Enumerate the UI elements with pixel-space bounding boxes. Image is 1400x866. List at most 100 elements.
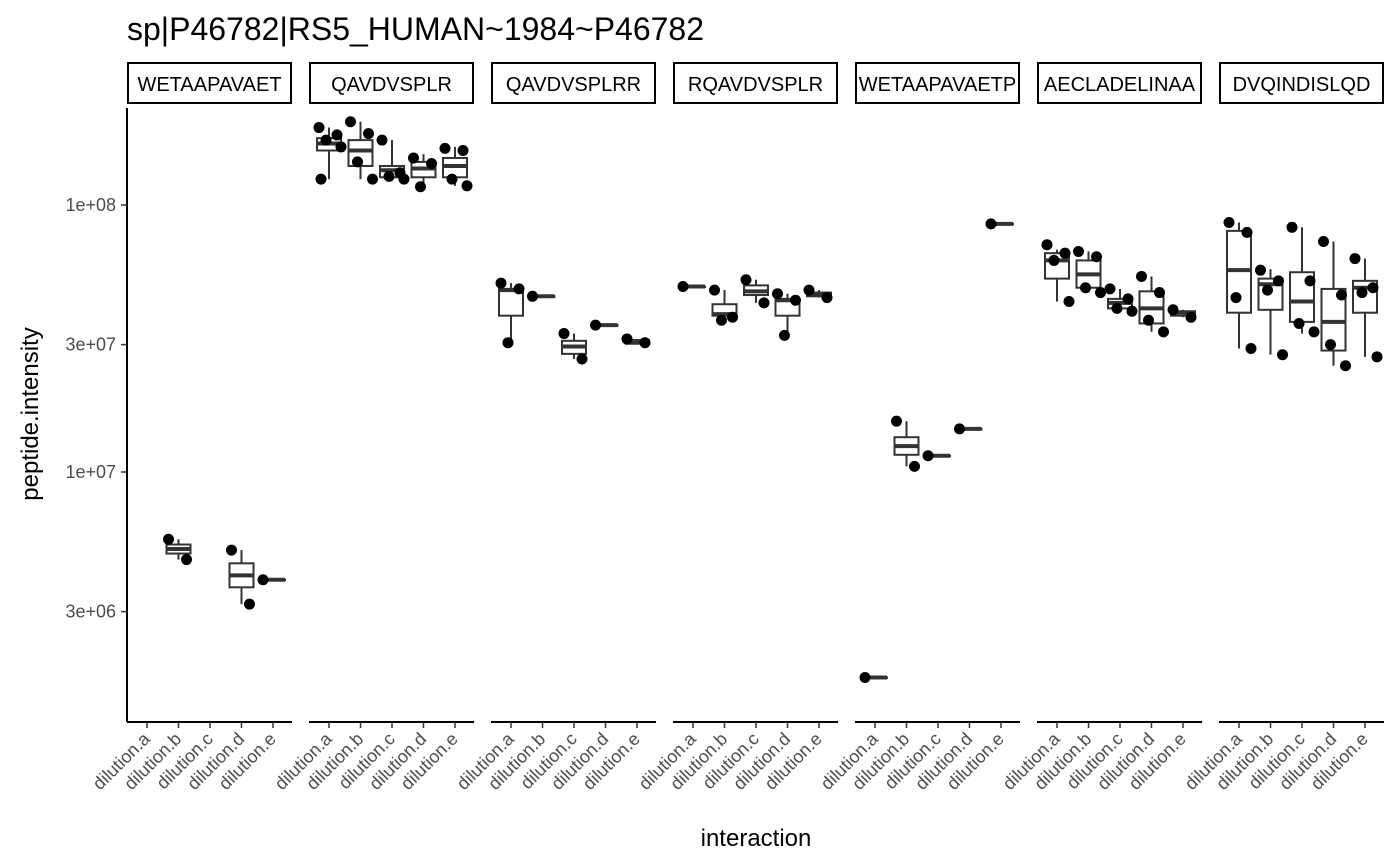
data-point xyxy=(1293,317,1305,329)
data-point xyxy=(1241,226,1253,238)
y-tick-label: 1e+08 xyxy=(65,195,116,215)
data-point xyxy=(1126,305,1138,317)
box-dilution.b xyxy=(709,284,738,326)
data-point xyxy=(1367,282,1379,294)
box-dilution.d xyxy=(226,544,255,610)
data-point xyxy=(1262,284,1273,296)
box-dilution.b xyxy=(527,290,556,302)
facet-strip-label: WETAAPAVAET xyxy=(137,74,281,96)
y-tick-label: 3e+06 xyxy=(65,602,116,622)
data-point xyxy=(313,122,325,134)
data-point xyxy=(727,311,738,323)
data-point xyxy=(446,173,458,185)
data-point xyxy=(758,297,770,309)
facet-strip-label: RQAVDVSPLR xyxy=(688,74,823,96)
data-point xyxy=(315,173,327,185)
data-point xyxy=(1273,275,1284,287)
data-point xyxy=(922,450,934,462)
data-point xyxy=(335,141,347,153)
box-dilution.b xyxy=(1255,264,1288,361)
data-point xyxy=(408,152,419,164)
data-point xyxy=(376,134,388,146)
data-point xyxy=(1091,251,1102,263)
data-point xyxy=(1318,235,1329,247)
data-point xyxy=(803,284,815,296)
facet-panel: WETAAPAVAETdilution.adilution.bdilution.… xyxy=(89,62,292,794)
data-point xyxy=(859,671,871,683)
data-point xyxy=(1340,360,1351,372)
data-point xyxy=(383,170,395,182)
data-point xyxy=(1167,304,1179,316)
box-dilution.c xyxy=(376,134,410,185)
box-dilution.a xyxy=(1041,239,1075,308)
data-point xyxy=(1111,302,1123,314)
box-dilution.a xyxy=(1223,216,1257,355)
data-point xyxy=(226,544,237,556)
box-dilution.a xyxy=(313,122,347,185)
box-dilution.e xyxy=(803,284,833,304)
box-dilution.e xyxy=(621,333,651,349)
data-point xyxy=(1223,216,1235,228)
data-point xyxy=(181,554,192,566)
data-point xyxy=(495,277,507,289)
data-point xyxy=(576,353,588,365)
data-point xyxy=(954,423,965,435)
data-point xyxy=(1349,253,1361,265)
box-dilution.b xyxy=(163,533,192,566)
facet-panel: DVQINDISLQDdilution.adilution.bdilution.… xyxy=(1181,62,1384,794)
data-point xyxy=(621,333,633,345)
data-point xyxy=(1063,296,1075,308)
box-dilution.c xyxy=(740,274,770,309)
data-point xyxy=(709,284,720,296)
data-point xyxy=(363,128,374,140)
data-point xyxy=(502,337,514,349)
box-dilution.d xyxy=(590,319,619,331)
data-point xyxy=(1059,247,1071,259)
data-point xyxy=(1073,245,1084,257)
box-dilution.e xyxy=(439,142,473,192)
facet-strip xyxy=(491,62,656,104)
data-point xyxy=(909,460,920,472)
data-point xyxy=(716,314,727,326)
facet-strip-label: DVQINDISLQD xyxy=(1233,74,1371,96)
facet-strip xyxy=(309,62,474,104)
data-point xyxy=(367,173,378,185)
box-dilution.a xyxy=(677,281,706,293)
box-dilution.c xyxy=(922,450,951,462)
data-point xyxy=(426,158,437,170)
data-point xyxy=(398,173,410,185)
box-dilution.a xyxy=(495,277,525,349)
data-point xyxy=(772,288,783,300)
box-iqr xyxy=(1289,271,1315,323)
data-point xyxy=(1158,326,1169,338)
box-dilution.e xyxy=(1167,304,1197,323)
chart-title: sp|P46782|RS5_HUMAN~1984~P46782 xyxy=(127,11,704,47)
data-point xyxy=(163,533,174,545)
box-dilution.b xyxy=(891,415,920,472)
facet-panel: QAVDVSPLRdilution.adilution.bdilution.cd… xyxy=(271,62,474,794)
data-point xyxy=(1356,287,1368,299)
data-point xyxy=(1080,282,1091,294)
facet-strip-label: WETAAPAVAETP xyxy=(859,74,1016,96)
data-point xyxy=(1304,275,1316,287)
data-point xyxy=(1308,326,1320,338)
data-point xyxy=(1336,289,1347,301)
data-point xyxy=(352,156,363,168)
data-point xyxy=(1154,287,1165,299)
data-point xyxy=(639,337,651,349)
facet-strip-label: QAVDVSPLR xyxy=(331,74,452,96)
box-dilution.e xyxy=(985,218,1014,230)
x-axis-title: interaction xyxy=(701,825,812,852)
data-point xyxy=(740,274,752,286)
box-dilution.e xyxy=(1349,253,1383,363)
data-point xyxy=(1048,254,1060,266)
data-point xyxy=(1286,221,1298,233)
box-dilution.c xyxy=(558,328,588,365)
data-point xyxy=(1095,287,1106,299)
facet-panels: WETAAPAVAETdilution.adilution.bdilution.… xyxy=(89,62,1384,794)
box-dilution.c xyxy=(1286,221,1320,338)
data-point xyxy=(1230,292,1242,304)
data-point xyxy=(257,574,269,586)
data-point xyxy=(345,116,356,128)
